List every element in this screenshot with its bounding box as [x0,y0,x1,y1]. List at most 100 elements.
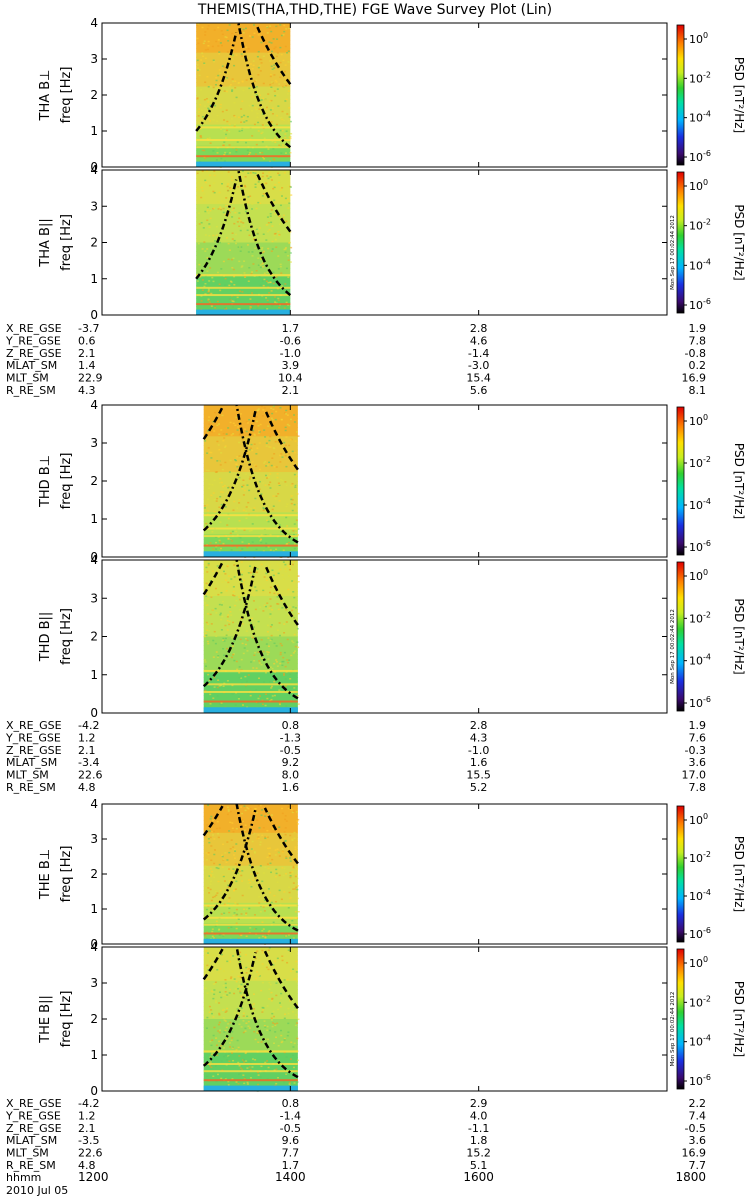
y-tick-label: 4 [90,16,98,30]
spectrogram-speckle [258,975,261,977]
spectrogram-speckle [263,1020,266,1022]
spectrogram-speckle [218,481,221,484]
spectrogram-speckle [201,52,204,54]
spectrogram-speckle [271,569,274,572]
spectrogram-speckle [206,452,209,454]
spectrogram-speckle [262,826,265,829]
spectrogram-speckle [228,879,231,882]
spectrogram-band [196,276,291,282]
ephemeris-value: 17.0 [682,769,707,782]
spectrogram-speckle [222,639,225,641]
spectrogram-band [203,919,298,924]
spectrogram-speckle [271,419,274,421]
spectrogram-speckle [209,883,212,886]
spectrogram-speckle [249,476,252,478]
spectrogram-speckle [262,1007,265,1009]
spectrogram-speckle [226,813,229,816]
spectrogram-speckle [292,1066,295,1069]
colorbar-tick-exponent: -6 [703,1073,711,1082]
spectrogram-speckle [225,36,228,39]
spectrogram-band [196,150,291,155]
spectrogram-speckle [258,468,261,471]
spectrogram-speckle [234,233,237,236]
spectrogram-speckle [257,430,260,432]
spectrogram-speckle [272,828,275,830]
spectrogram-speckle [234,863,237,865]
spectrogram-speckle [256,872,259,874]
spectrogram-speckle [206,866,209,868]
spectrogram-speckle [231,209,234,211]
spectrogram-speckle [257,74,260,76]
spectrogram-speckle [256,1071,259,1074]
spectrogram-speckle [250,951,253,954]
spectrogram-speckle [245,79,248,81]
spectrogram-speckle [243,829,246,832]
ephemeris-value: 2.1 [282,384,300,397]
spectrogram-speckle [244,185,247,188]
spectrogram-speckle [261,951,264,954]
spectrogram-speckle [248,827,251,829]
spectrogram-band [203,539,298,545]
spectrogram-speckle [268,852,271,855]
spectrogram-speckle [210,1053,213,1056]
spectrogram-speckle [221,491,224,493]
spectrogram-band [196,35,291,41]
spectrogram-speckle [228,85,231,87]
spectrogram-speckle [250,848,253,850]
spectrogram-speckle [254,107,257,109]
spectrogram-speckle [231,1037,234,1039]
spectrogram-speckle [211,930,214,933]
spectrogram-speckle [266,631,269,633]
spectrogram-speckle [284,685,287,687]
spectrogram-speckle [217,655,220,657]
spectrogram-band [203,481,298,486]
spectrogram-speckle [248,530,251,532]
ephemeris-value: -4.2 [78,719,99,732]
colorbar-tick-mantissa: 10 [689,957,703,970]
spectrogram-speckle [221,414,224,417]
spectrogram-speckle [284,570,287,573]
spectrogram-speckle [205,908,208,911]
spectrogram-speckle [282,34,285,36]
spectrogram-speckle [291,509,294,512]
spectrogram-speckle [209,836,212,839]
spectrogram-speckle [243,529,246,531]
spectrogram-speckle [262,507,265,509]
spectrogram-speckle [287,50,290,52]
colorbar-label: PSD [nT²/Hz] [732,598,746,674]
spectrogram-speckle [247,1025,250,1028]
spectrogram-speckle [269,109,272,111]
spectrogram-speckle [272,1042,275,1045]
spectrogram-speckle [275,410,278,413]
ephemeris-value: 1.7 [282,1159,300,1172]
spectrogram-speckle [218,1031,221,1034]
spectrogram-speckle [275,590,278,593]
spectrogram-speckle [294,650,297,652]
spectrogram-speckle [254,1038,257,1041]
spectrogram-speckle [205,566,208,569]
spectrogram-speckle [214,607,217,610]
spectrogram-speckle [213,191,216,194]
spectrogram-speckle [228,497,231,499]
spectrogram-speckle [206,824,209,826]
spectrogram-speckle [266,653,269,656]
spectrogram-speckle [296,877,299,880]
spectrogram-line-feature [203,916,298,919]
spectrogram-speckle [284,136,287,139]
spectrogram-speckle [243,481,246,483]
colorbar-tick-exponent: 0 [703,568,708,577]
spectrogram-speckle [239,934,242,936]
colorbar-tick-mantissa: 10 [689,541,703,554]
spectrogram-speckle [261,921,264,923]
spectrogram-band [203,695,298,700]
spectrogram-speckle [207,623,210,626]
spectrogram-band [203,704,298,709]
y-tick-label: 0 [90,706,98,720]
spectrogram-speckle [274,1084,277,1087]
spectrogram-speckle [245,972,248,974]
spectrogram-speckle [259,264,262,266]
spectrogram-speckle [235,463,238,465]
spectrogram-speckle [241,880,244,882]
spectrogram-speckle [291,580,294,582]
spectrogram-speckle [238,499,241,501]
